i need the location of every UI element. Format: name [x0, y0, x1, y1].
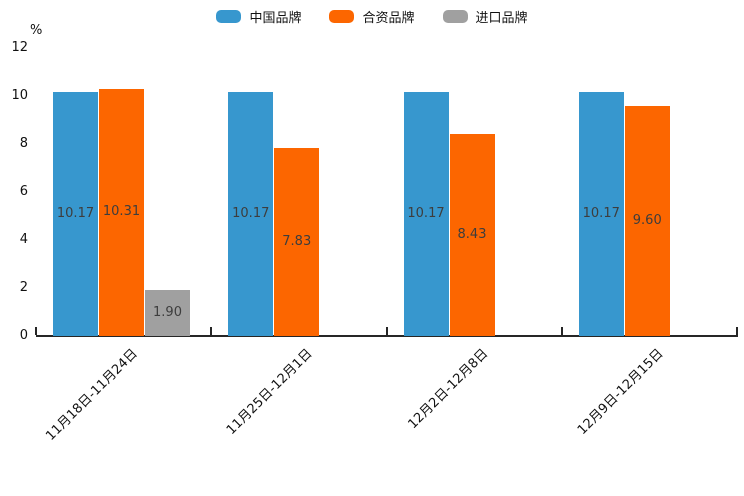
x-axis-line: [36, 335, 738, 337]
bar-合资品牌-3[interactable]: [624, 105, 670, 336]
legend-swatch-icon: [216, 10, 242, 23]
y-axis-tick-label: 8: [19, 136, 28, 151]
x-axis-category-label: 12月2日-12月8日: [405, 346, 492, 433]
y-axis-tick-label: 0: [19, 328, 28, 343]
bar-中国品牌-3[interactable]: [578, 91, 624, 336]
legend-item-2[interactable]: 进口品牌: [442, 7, 528, 26]
bar-中国品牌-1[interactable]: [228, 91, 274, 336]
x-axis-category-label: 11月18日-11月24日: [43, 346, 141, 444]
x-axis-category-label: 12月9日-12月15日: [574, 346, 667, 438]
chart-legend: 中国品牌 合资品牌 进口品牌: [0, 7, 744, 26]
legend-swatch-icon: [442, 10, 468, 23]
legend-swatch-icon: [329, 10, 355, 23]
legend-label: 合资品牌: [362, 11, 415, 26]
legend-item-1[interactable]: 合资品牌: [329, 7, 415, 26]
y-axis-tick-label: 6: [19, 184, 28, 199]
y-axis-tick-label: 2: [19, 280, 28, 295]
x-axis-tick: [210, 327, 213, 335]
legend-item-0[interactable]: 中国品牌: [216, 7, 301, 26]
y-axis-unit-label: %: [30, 23, 43, 38]
bar-合资品牌-1[interactable]: [274, 148, 320, 336]
bar-中国品牌-2[interactable]: [403, 91, 449, 336]
bar-合资品牌-0[interactable]: [99, 88, 144, 336]
bar-合资品牌-2[interactable]: [449, 133, 495, 336]
x-axis-category-label: 11月25日-12月1日: [224, 346, 316, 438]
x-axis-tick: [385, 327, 388, 335]
legend-label: 进口品牌: [475, 11, 528, 26]
y-axis-tick-label: 12: [11, 40, 28, 55]
y-axis-tick-label: 4: [19, 232, 28, 247]
y-axis-tick-label: 10: [11, 88, 28, 103]
x-axis-tick: [736, 327, 738, 335]
bar-进口品牌-0[interactable]: [145, 290, 190, 336]
legend-label: 中国品牌: [249, 11, 302, 26]
x-axis-tick: [35, 327, 37, 335]
x-axis-tick: [560, 327, 563, 335]
bar-中国品牌-0[interactable]: [53, 91, 98, 336]
